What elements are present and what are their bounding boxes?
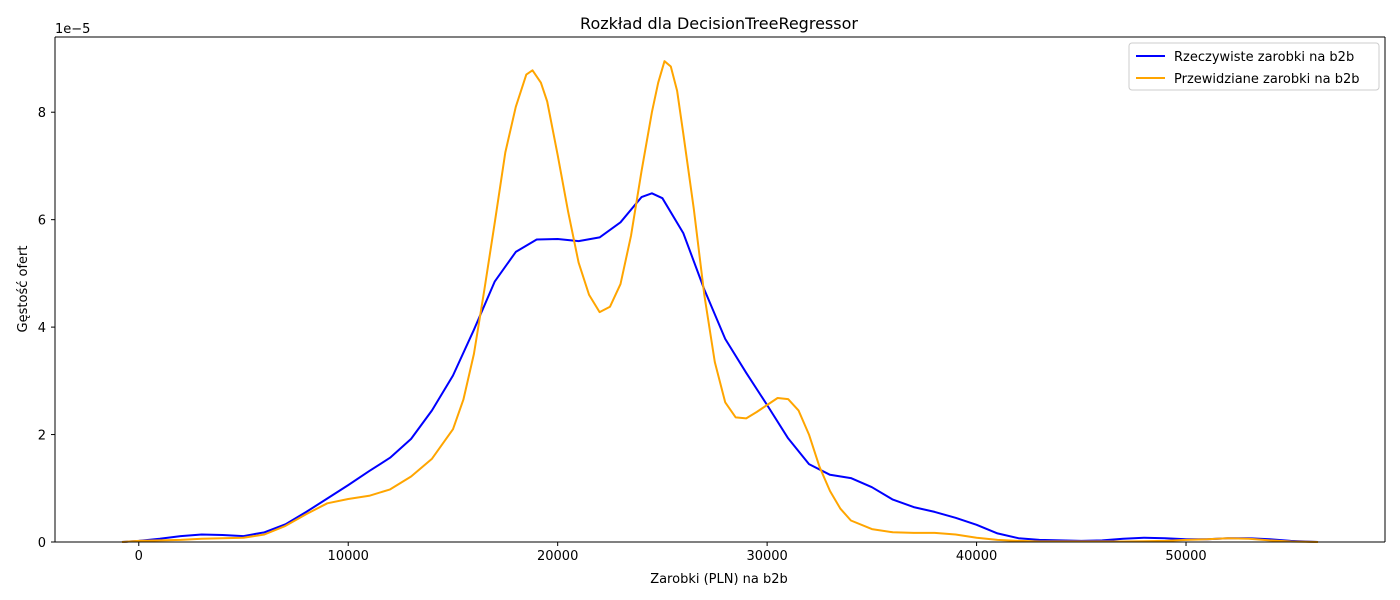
y-tick-label: 8 bbox=[38, 106, 46, 121]
legend-label-predicted: Przewidziane zarobki na b2b bbox=[1174, 72, 1360, 87]
x-tick-label: 20000 bbox=[537, 549, 578, 564]
y-tick-label: 2 bbox=[38, 429, 46, 444]
series-line-predicted bbox=[121, 60, 1319, 543]
y-axis-ticks: 0 2 4 6 8 bbox=[38, 106, 55, 551]
x-tick-label: 50000 bbox=[1165, 549, 1206, 564]
y-axis-label: Gęstość ofert bbox=[16, 246, 31, 333]
x-tick-label: 40000 bbox=[956, 549, 997, 564]
plot-area bbox=[55, 37, 1385, 542]
x-axis-label: Zarobki (PLN) na b2b bbox=[650, 572, 788, 587]
x-tick-label: 0 bbox=[135, 549, 143, 564]
series-layer bbox=[121, 60, 1319, 543]
x-tick-label: 10000 bbox=[328, 549, 369, 564]
legend: Rzeczywiste zarobki na b2b Przewidziane … bbox=[1128, 42, 1380, 91]
y-tick-label: 4 bbox=[38, 321, 46, 336]
x-tick-label: 30000 bbox=[746, 549, 787, 564]
y-tick-label: 0 bbox=[38, 536, 46, 551]
legend-label-actual: Rzeczywiste zarobki na b2b bbox=[1174, 50, 1354, 65]
y-offset-text: 1e−5 bbox=[55, 22, 90, 37]
chart-title: Rozkład dla DecisionTreeRegressor bbox=[580, 14, 858, 33]
legend-box bbox=[1128, 42, 1380, 91]
x-axis-ticks: 0 10000 20000 30000 40000 50000 bbox=[135, 542, 1207, 564]
y-tick-label: 6 bbox=[38, 214, 46, 229]
